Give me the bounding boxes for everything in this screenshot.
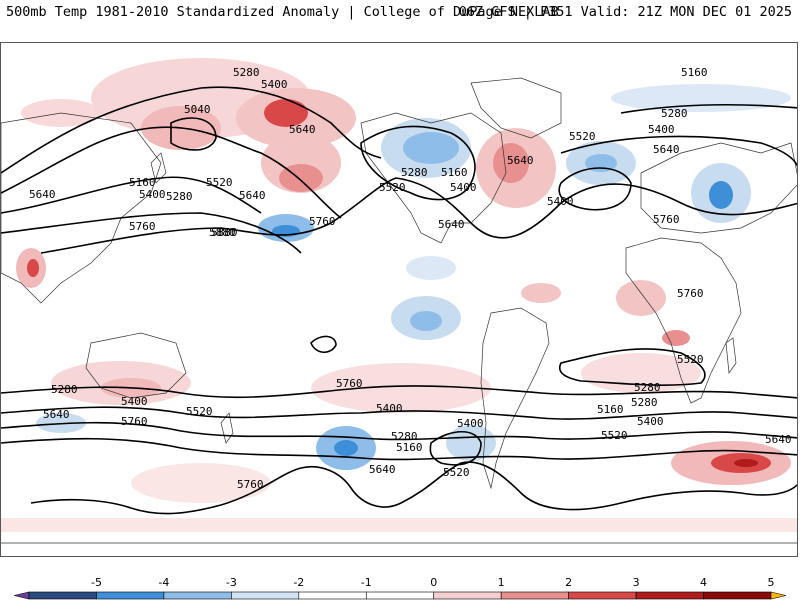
colorbar-swatch (96, 591, 165, 600)
colorbar-tick-label: -3 (226, 576, 237, 589)
contour-label: 5160 (441, 166, 468, 179)
contour-label: 5040 (184, 103, 211, 116)
contour-label: 5640 (369, 463, 396, 476)
colorbar-swatch (433, 591, 502, 600)
model-run-info: 06Z GFS | F351 Valid: 21Z MON DEC 01 202… (458, 4, 792, 20)
colorbar-min-arrow (13, 591, 30, 600)
colorbar-swatch (298, 591, 367, 600)
contour-label: 5520 (379, 181, 406, 194)
contour-label: 5400 (637, 415, 664, 428)
contour-label: 5400 (450, 181, 477, 194)
anomaly-map: 5280 5400 5040 5640 5160 5640 5400 5280 … (0, 42, 798, 557)
contour-label: 5400 (121, 395, 148, 408)
colorbar-tick-label: -4 (158, 576, 169, 589)
contour-label: 5640 (653, 143, 680, 156)
contour-label: 5760 (653, 213, 680, 226)
contour-label: 5400 (648, 123, 675, 136)
colorbar-swatch (163, 591, 232, 600)
colorbar-tick-label: 1 (498, 576, 505, 589)
colorbar-tick-label: 3 (633, 576, 640, 589)
contour-label: 5520 (186, 405, 213, 418)
colorbar: -5 -4 -3 -2 -1 0 1 2 3 4 5 (13, 576, 787, 600)
contour-label: 5520 (601, 429, 628, 442)
contour-label: 5640 (765, 433, 792, 446)
contour-label: 5400 (376, 402, 403, 415)
contour-label: 5760 (237, 478, 264, 491)
contour-label: 5400 (547, 195, 574, 208)
contour-label: 5280 (634, 381, 661, 394)
contour-label: 5520 (569, 130, 596, 143)
colorbar-tick-label: -1 (361, 576, 372, 589)
colorbar-swatches (13, 591, 787, 600)
contour-label: 5280 (233, 66, 260, 79)
height-contours (1, 86, 797, 515)
colorbar-ticks: -5 -4 -3 -2 -1 0 1 2 3 4 5 (91, 576, 775, 589)
contour-label: 5760 (677, 287, 704, 300)
contour-label: 5640 (29, 188, 56, 201)
colorbar-tick-label: 4 (700, 576, 707, 589)
colorbar-swatch (568, 591, 637, 600)
contour-label: 5520 (443, 466, 470, 479)
colorbar-swatch (231, 591, 300, 600)
colorbar-max-arrow (770, 591, 787, 600)
contour-label: 5760 (129, 220, 156, 233)
contour-label: 5160 (396, 441, 423, 454)
colorbar-swatch (703, 591, 772, 600)
contour-label: 5640 (289, 123, 316, 136)
contour-label: 5400 (261, 78, 288, 91)
colorbar-swatch (635, 591, 704, 600)
contour-label: 5880 (209, 226, 236, 239)
map-canvas: 5280 5400 5040 5640 5160 5640 5400 5280 … (1, 58, 797, 544)
coastlines (1, 77, 797, 544)
contour-label: 5280 (401, 166, 428, 179)
contour-label: 5160 (129, 176, 156, 189)
contour-label: 5400 (457, 417, 484, 430)
colorbar-swatch (28, 591, 97, 600)
contour-label: 5280 (391, 430, 418, 443)
contour-label: 5520 (677, 353, 704, 366)
contour-label: 5280 (661, 107, 688, 120)
colorbar-tick-label: 0 (430, 576, 437, 589)
colorbar-swatch (365, 591, 435, 600)
contour-label: 5640 (507, 154, 534, 167)
contour-label: 5760 (121, 415, 148, 428)
colorbar-swatch (500, 591, 569, 600)
contour-label: 5160 (597, 403, 624, 416)
contour-label: 5760 (336, 377, 363, 390)
contour-label: 5880 (211, 226, 238, 239)
contour-label: 5640 (239, 189, 266, 202)
contour-labels: 5280 5400 5040 5640 5160 5640 5400 5280 … (29, 66, 792, 491)
contour-label: 5160 (681, 66, 708, 79)
contour-label: 5280 (166, 190, 193, 203)
colorbar-tick-label: 5 (768, 576, 775, 589)
contour-label: 5520 (206, 176, 233, 189)
colorbar-tick-label: -5 (91, 576, 102, 589)
contour-label: 5760 (309, 215, 336, 228)
contour-label: 5280 (51, 383, 78, 396)
colorbar-tick-label: -2 (293, 576, 304, 589)
contour-label: 5640 (438, 218, 465, 231)
contour-label: 5400 (139, 188, 166, 201)
colorbar-tick-label: 2 (565, 576, 572, 589)
map-title: 500mb Temp 1981-2010 Standardized Anomal… (6, 4, 559, 20)
contour-label: 5640 (43, 408, 70, 421)
contour-label: 5280 (631, 396, 658, 409)
